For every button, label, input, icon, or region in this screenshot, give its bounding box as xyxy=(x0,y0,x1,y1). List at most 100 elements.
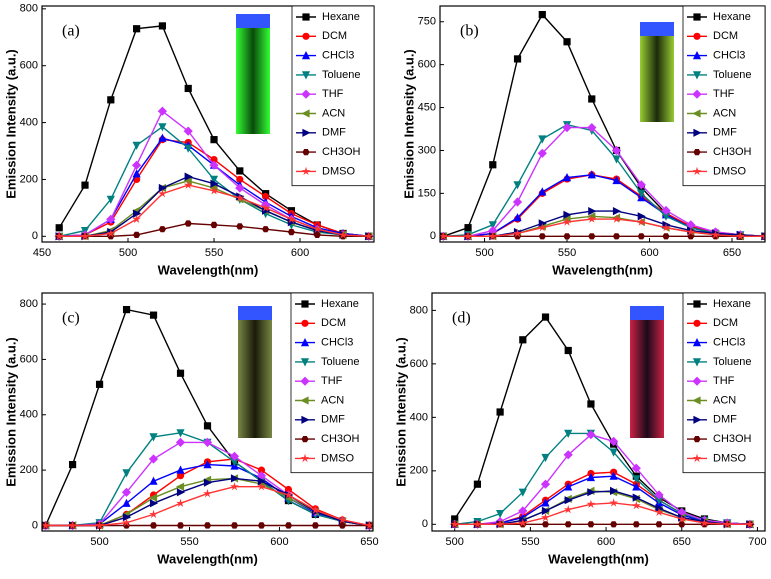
marker xyxy=(587,488,596,497)
x-tick-label: 500 xyxy=(119,247,137,259)
legend-label: Toluene xyxy=(713,69,752,81)
marker xyxy=(636,217,646,226)
marker xyxy=(563,450,573,460)
marker xyxy=(202,437,213,447)
marker xyxy=(55,224,63,232)
marker xyxy=(563,210,572,219)
series-group xyxy=(42,306,373,531)
marker xyxy=(107,96,115,104)
legend-label: THF xyxy=(321,375,343,387)
marker xyxy=(183,126,193,136)
marker xyxy=(106,214,116,224)
legend-marker xyxy=(301,436,309,443)
marker xyxy=(132,214,141,223)
marker xyxy=(488,221,497,230)
x-axis-title: Wavelength(nm) xyxy=(548,551,649,566)
legend-label: DMF xyxy=(713,127,737,139)
marker xyxy=(654,507,664,516)
legend-label: DCM xyxy=(321,317,346,329)
panel-label: (d) xyxy=(452,310,471,327)
legend-marker xyxy=(301,109,310,118)
legend-marker xyxy=(301,166,311,176)
marker xyxy=(518,518,528,527)
marker xyxy=(122,518,131,527)
marker xyxy=(540,479,551,489)
marker xyxy=(122,498,131,507)
marker xyxy=(513,181,522,190)
marker xyxy=(586,472,595,482)
legend-label: DCM xyxy=(322,30,347,42)
legend-marker xyxy=(693,300,701,308)
x-tick-label: 550 xyxy=(558,247,576,259)
x-tick-label: 550 xyxy=(521,536,539,548)
x-tick-label: 550 xyxy=(180,536,198,548)
y-tick-label: 600 xyxy=(418,59,436,71)
y-tick-label: 200 xyxy=(410,465,428,477)
marker xyxy=(176,472,185,480)
marker xyxy=(588,207,597,216)
marker xyxy=(210,136,218,144)
y-tick-label: 400 xyxy=(20,409,38,421)
marker xyxy=(541,453,550,463)
marker xyxy=(257,477,267,486)
marker xyxy=(148,493,158,502)
marker xyxy=(132,141,141,150)
vial-image xyxy=(236,14,270,134)
marker xyxy=(587,214,597,223)
marker xyxy=(541,313,550,321)
legend-marker xyxy=(692,71,702,80)
marker xyxy=(612,233,621,240)
marker xyxy=(175,482,185,491)
marker xyxy=(473,480,482,488)
marker xyxy=(209,175,219,184)
marker xyxy=(512,197,523,207)
marker xyxy=(587,123,597,133)
legend-marker xyxy=(300,338,310,347)
x-axis-title: Wavelength(nm) xyxy=(552,262,653,277)
vial-image xyxy=(630,306,664,438)
legend-label: CHCl3 xyxy=(322,50,354,62)
marker xyxy=(210,155,218,164)
y-tick-label: 300 xyxy=(418,144,436,156)
legend-label: DMF xyxy=(321,414,345,426)
legend-marker xyxy=(692,338,702,347)
legend-label: DMSO xyxy=(322,165,355,177)
y-tick-label: 800 xyxy=(410,304,428,316)
marker xyxy=(122,306,131,314)
marker xyxy=(365,520,373,530)
marker xyxy=(184,84,192,93)
legend-marker xyxy=(301,415,310,424)
marker xyxy=(338,522,346,529)
x-tick-label: 500 xyxy=(475,247,493,259)
marker xyxy=(537,223,547,232)
x-tick-label: 650 xyxy=(723,247,741,259)
marker xyxy=(609,471,618,480)
legend-label: THF xyxy=(713,375,735,387)
marker xyxy=(655,521,663,528)
series-line xyxy=(454,502,750,525)
marker xyxy=(564,346,572,355)
legend-marker xyxy=(692,51,702,60)
legend-marker xyxy=(693,32,701,40)
legend-marker xyxy=(301,319,309,327)
marker xyxy=(496,408,504,416)
marker xyxy=(637,212,646,221)
y-tick-label: 200 xyxy=(20,173,38,185)
series-line xyxy=(443,218,765,238)
y-tick-label: 0 xyxy=(430,230,436,242)
y-tick-label: 0 xyxy=(32,519,38,531)
marker xyxy=(133,231,141,238)
series-group xyxy=(54,22,374,241)
marker xyxy=(54,231,64,240)
marker xyxy=(612,207,622,216)
marker xyxy=(661,223,671,232)
marker xyxy=(537,148,547,158)
series-line xyxy=(454,316,750,525)
legend-marker xyxy=(301,89,311,99)
y-tick-label: 0 xyxy=(32,230,38,242)
legend-label: CH3OH xyxy=(713,433,752,445)
marker xyxy=(287,214,296,223)
marker xyxy=(564,482,573,491)
marker xyxy=(488,231,498,240)
